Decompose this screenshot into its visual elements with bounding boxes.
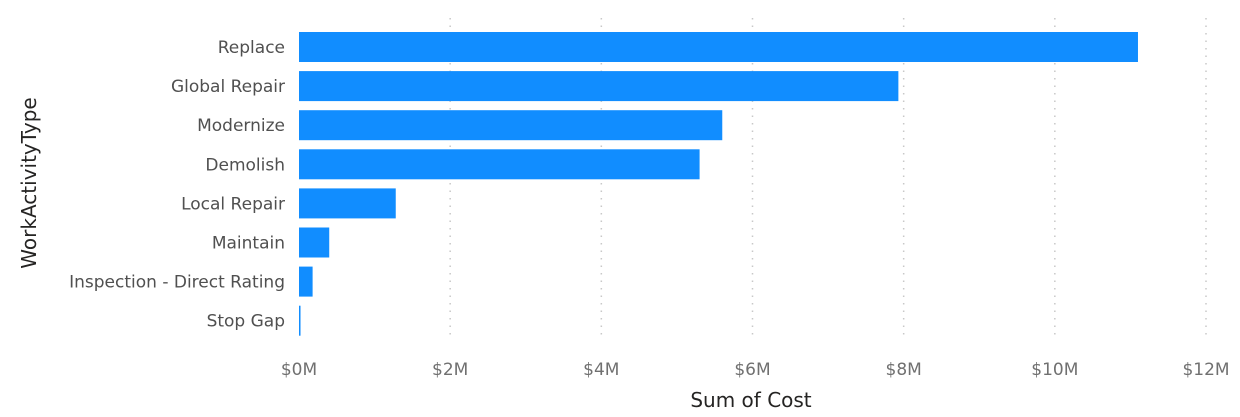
category-label: Replace xyxy=(218,38,285,58)
bars xyxy=(299,32,1138,336)
bar[interactable] xyxy=(299,149,700,180)
category-label: Global Repair xyxy=(171,77,285,97)
x-tick-label: $6M xyxy=(734,360,770,380)
bar[interactable] xyxy=(299,227,330,258)
x-tick-label: $4M xyxy=(583,360,619,380)
x-tick-label: $2M xyxy=(432,360,468,380)
x-tick-label: $0M xyxy=(281,360,317,380)
category-label: Stop Gap xyxy=(207,312,285,332)
category-label: Modernize xyxy=(197,116,285,136)
bar[interactable] xyxy=(299,305,301,336)
category-label: Maintain xyxy=(212,234,285,254)
x-axis-title: Sum of Cost xyxy=(690,388,811,412)
bar[interactable] xyxy=(299,110,723,141)
category-label: Local Repair xyxy=(181,194,285,214)
x-tick-label: $10M xyxy=(1031,360,1078,380)
y-axis-title: WorkActivityType xyxy=(17,97,41,268)
category-label: Inspection - Direct Rating xyxy=(69,273,285,293)
x-tick-label: $12M xyxy=(1182,360,1229,380)
bar[interactable] xyxy=(299,71,899,102)
bar[interactable] xyxy=(299,188,396,219)
x-tick-labels: $0M $2M $4M $6M $8M $10M $12M xyxy=(281,360,1230,380)
category-labels: Replace Global Repair Modernize Demolish Loc… xyxy=(69,38,285,332)
bar[interactable] xyxy=(299,32,1138,62)
bar[interactable] xyxy=(299,266,313,297)
x-tick-label: $8M xyxy=(886,360,922,380)
category-label: Demolish xyxy=(205,155,285,175)
